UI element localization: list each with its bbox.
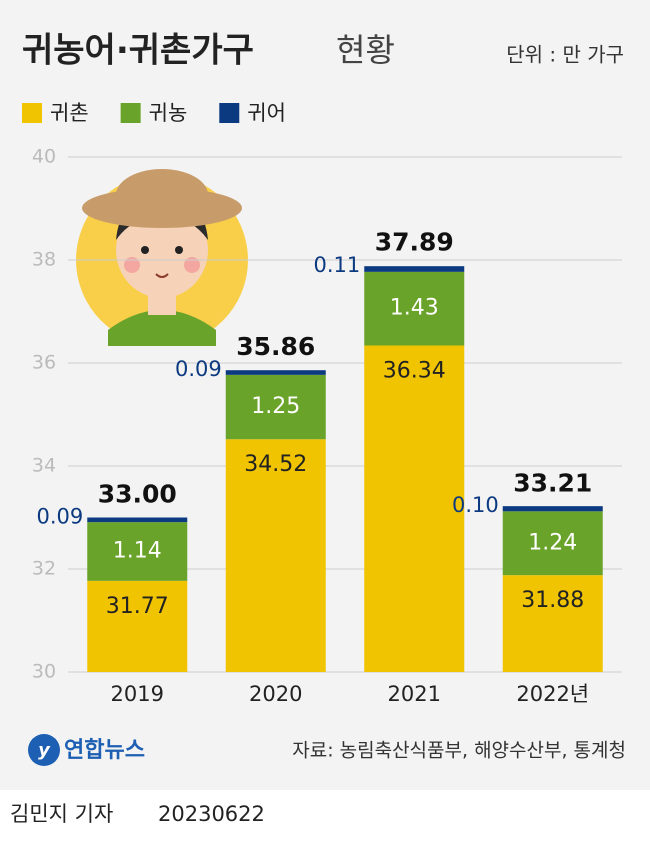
bar-segment: [87, 517, 188, 523]
value-label: 0.09: [175, 357, 222, 381]
x-tick-label: 2021: [388, 682, 441, 706]
legend-label: 귀어: [247, 101, 286, 125]
value-label: 1.24: [528, 530, 577, 555]
value-label: 1.14: [113, 538, 162, 563]
x-tick-label: 2022년: [516, 682, 589, 706]
legend-swatch: [120, 103, 141, 123]
byline: 김민지 기자: [10, 802, 113, 826]
total-label: 33.00: [98, 480, 177, 509]
value-label: 0.09: [36, 505, 83, 529]
value-label: 1.43: [390, 296, 439, 321]
y-tick-label: 30: [32, 661, 56, 683]
value-label: 31.77: [106, 594, 169, 619]
unit: 단위 : 만 가구: [506, 43, 624, 67]
legend-swatch: [22, 103, 42, 123]
legend-label: 귀촌: [50, 101, 89, 125]
legend-label: 귀농: [149, 101, 188, 125]
logo: y 연합뉴스: [28, 734, 145, 766]
value-label: 34.52: [244, 452, 307, 477]
bar-segment: [502, 511, 603, 576]
footer-background: [0, 790, 650, 844]
value-label: 1.25: [251, 394, 300, 419]
bar-segment: [364, 271, 465, 346]
bar-segment: [364, 345, 465, 672]
bar-segment: [87, 580, 188, 672]
y-tick-label: 38: [32, 249, 56, 271]
bar-segment: [502, 575, 603, 672]
value-label: 36.34: [383, 358, 446, 383]
y-tick-label: 40: [32, 146, 56, 168]
y-tick-label: 32: [32, 558, 56, 580]
x-tick-label: 2020: [249, 682, 302, 706]
y-tick-label: 34: [32, 455, 56, 477]
svg-text:y: y: [38, 740, 51, 761]
total-label: 37.89: [375, 228, 454, 257]
bar-segment: [225, 439, 326, 672]
legend-swatch: [219, 103, 240, 123]
chart-title: 귀농어·귀촌가구: [22, 31, 254, 71]
total-label: 35.86: [236, 332, 315, 361]
bar-segment: [225, 370, 326, 375]
bar-segment: [364, 266, 465, 272]
total-label: 33.21: [513, 469, 592, 498]
value-label: 0.10: [452, 493, 499, 517]
logo-text: 연합뉴스: [64, 737, 145, 763]
x-tick-label: 2019: [111, 682, 164, 706]
bar-segment: [225, 374, 326, 440]
y-tick-label: 36: [32, 352, 56, 374]
bar-segment: [87, 522, 188, 581]
date: 20230622: [158, 802, 265, 826]
bar-segment: [502, 506, 603, 512]
chart-title-light: 현황: [336, 31, 395, 69]
value-label: 0.11: [313, 253, 360, 277]
illustration: [76, 169, 248, 346]
source: 자료: 농림축산식품부, 해양수산부, 통계청: [292, 740, 626, 762]
value-label: 31.88: [521, 588, 584, 613]
